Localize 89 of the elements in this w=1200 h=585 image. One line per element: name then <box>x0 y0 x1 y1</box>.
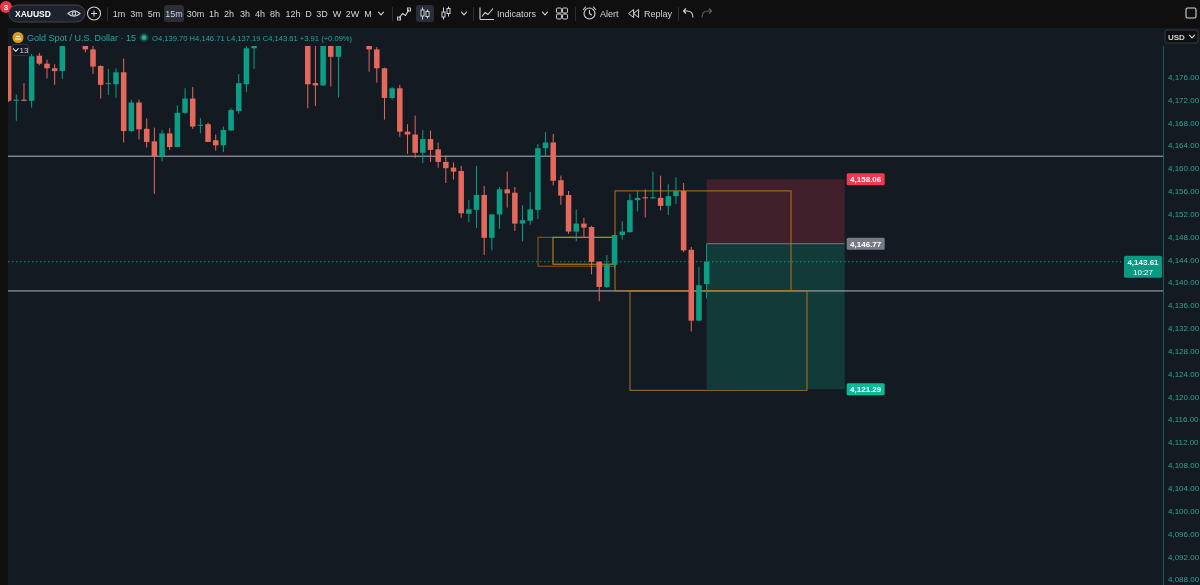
band-label: 4,158.06 <box>850 175 882 185</box>
text: Indicators <box>497 9 537 19</box>
candlestick <box>251 45 257 70</box>
text: M <box>364 9 372 19</box>
text: Alert <box>600 9 619 19</box>
text: 2W <box>345 9 360 19</box>
y-tick-label: 4,088.00 <box>1168 575 1200 585</box>
candlestick <box>489 213 495 251</box>
band-label: 4,121.29 <box>850 385 882 395</box>
y-tick-label: 4,172.00 <box>1168 95 1200 105</box>
candlestick <box>558 175 564 206</box>
candlestick <box>573 208 579 242</box>
y-tick-label: 4,152.00 <box>1168 209 1200 219</box>
text: Replay <box>644 9 673 19</box>
candlestick <box>374 46 380 84</box>
y-tick-label: 4,092.00 <box>1168 552 1200 562</box>
candlestick <box>420 129 426 164</box>
ref-line-label: 4,146.77 <box>850 239 882 249</box>
y-tick-label: 4,160.00 <box>1168 164 1200 174</box>
y-tick-label: 4,140.00 <box>1168 278 1200 288</box>
candlestick <box>90 45 96 75</box>
candlestick <box>151 127 158 195</box>
y-tick-label: 4,112.00 <box>1168 438 1200 448</box>
text: 5m <box>147 9 161 19</box>
chart-title: Gold Spot / U.S. Dollar · 15 <box>27 33 137 43</box>
text: 12h <box>285 9 301 19</box>
candlestick <box>657 175 664 211</box>
y-tick-label: 4,128.00 <box>1168 346 1200 356</box>
candlestick <box>412 115 418 159</box>
candlestick <box>166 127 173 151</box>
candlestick <box>504 171 510 209</box>
annotation: 10:27 <box>1132 267 1154 277</box>
candlestick <box>113 67 119 99</box>
text: 15m <box>165 9 183 19</box>
candlestick <box>404 123 411 155</box>
candlestick <box>51 63 58 86</box>
y-tick-label: 4,156.00 <box>1168 187 1200 197</box>
candlestick <box>21 82 27 102</box>
text: 1h <box>208 9 220 19</box>
text: 1m <box>112 9 126 19</box>
text: 3h <box>239 9 251 19</box>
text: 30m <box>186 9 205 19</box>
y-tick-label: 4,148.00 <box>1168 232 1200 242</box>
candlestick <box>527 191 533 226</box>
candlestick <box>443 155 449 184</box>
candlestick <box>159 129 165 162</box>
y-tick-label: 4,100.00 <box>1168 506 1200 516</box>
candlestick <box>328 45 334 88</box>
y-tick-label: 4,108.00 <box>1168 461 1200 471</box>
text: 2h <box>223 9 235 19</box>
candlestick <box>542 131 549 157</box>
candlestick <box>335 45 342 98</box>
text: 3D <box>316 9 329 19</box>
text: 3m <box>130 9 143 19</box>
text: W <box>332 9 342 19</box>
y-tick-label: 4,132.00 <box>1168 324 1200 334</box>
candlestick <box>650 171 656 200</box>
candlestick <box>519 204 526 242</box>
y-tick-label: 4,168.00 <box>1168 118 1200 128</box>
candlestick <box>205 122 211 143</box>
y-tick-label: 4,104.00 <box>1168 483 1200 493</box>
y-tick-label: 4,136.00 <box>1168 301 1200 311</box>
candlestick <box>665 183 672 216</box>
text: D <box>305 9 313 19</box>
y-tick-label: 4,096.00 <box>1168 529 1200 539</box>
candlestick <box>427 130 434 163</box>
candlestick <box>435 141 441 169</box>
candlestick <box>228 107 234 131</box>
y-tick-label: 4,120.00 <box>1168 392 1200 402</box>
text: XAUUSD <box>15 9 51 19</box>
candlestick <box>466 199 472 223</box>
text: USD <box>1168 33 1186 42</box>
y-tick-label: 4,164.00 <box>1168 141 1200 151</box>
candlestick <box>44 59 50 80</box>
candlestick <box>581 217 587 238</box>
y-tick-label: 4,124.00 <box>1168 369 1200 379</box>
text: 8h <box>269 9 281 19</box>
candlestick <box>97 64 104 100</box>
y-tick-label: 4,144.00 <box>1168 255 1200 265</box>
candlestick <box>673 176 679 205</box>
y-tick-label: 4,176.00 <box>1168 72 1200 82</box>
candlestick <box>366 45 372 73</box>
candlestick <box>473 165 480 229</box>
candlestick <box>182 87 188 115</box>
ref-line-label: 4,143.61 <box>1127 257 1160 267</box>
y-tick-label: 4,116.00 <box>1168 415 1200 425</box>
candlestick <box>619 220 626 241</box>
text: 4h <box>254 9 266 19</box>
annotation: 13 <box>19 45 29 55</box>
